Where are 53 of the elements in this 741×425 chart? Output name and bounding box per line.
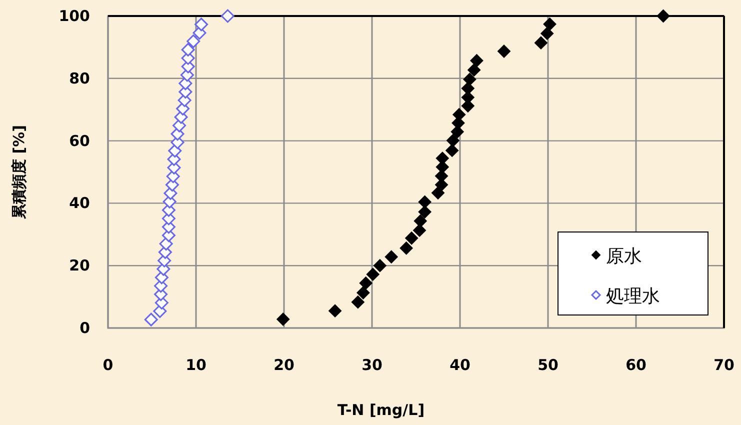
x-tick-label: 70 — [714, 356, 734, 374]
point — [400, 242, 413, 255]
point — [463, 72, 476, 86]
y-tick-label: 40 — [69, 194, 90, 212]
point — [384, 250, 398, 264]
point — [328, 304, 342, 318]
x-tick-label: 40 — [450, 356, 470, 374]
point — [446, 144, 459, 157]
point — [356, 286, 370, 300]
point — [144, 312, 158, 326]
point — [436, 152, 449, 165]
x-tick-label: 50 — [538, 356, 558, 374]
x-tick-label: 30 — [362, 356, 382, 374]
point — [373, 259, 386, 272]
legend-label: 原水 — [606, 246, 642, 267]
x-tick-label: 10 — [186, 356, 206, 374]
point — [220, 9, 234, 23]
x-tick-label: 60 — [626, 356, 646, 374]
x-tick-label: 20 — [274, 356, 294, 374]
point — [418, 195, 432, 208]
point — [413, 224, 426, 237]
point — [194, 18, 208, 32]
y-tick-label: 100 — [58, 7, 90, 25]
point — [540, 26, 554, 40]
point — [498, 44, 510, 58]
point — [186, 34, 200, 48]
x-axis-title: T-N [mg/L] — [337, 401, 425, 419]
y-tick-label: 20 — [69, 256, 90, 275]
x-tick-label: 0 — [102, 356, 114, 374]
point — [366, 268, 380, 281]
point — [656, 10, 670, 22]
point — [351, 296, 364, 309]
point — [470, 54, 484, 68]
point — [359, 276, 372, 290]
y-axis-title: 累積頻度 [%] — [10, 125, 28, 220]
point — [534, 36, 548, 50]
y-tick-label: 0 — [80, 319, 90, 337]
y-tick-label: 80 — [69, 69, 90, 88]
point — [450, 125, 464, 138]
point — [461, 82, 474, 95]
point — [432, 186, 444, 200]
point — [181, 42, 195, 56]
point — [418, 205, 432, 218]
point — [543, 18, 556, 31]
y-tick-label: 60 — [69, 132, 90, 150]
point — [405, 232, 418, 245]
point — [461, 90, 474, 104]
point — [452, 108, 466, 122]
point — [468, 63, 481, 76]
point — [414, 214, 427, 228]
point — [446, 134, 460, 147]
legend-label: 処理水 — [606, 286, 660, 307]
point — [276, 312, 290, 326]
